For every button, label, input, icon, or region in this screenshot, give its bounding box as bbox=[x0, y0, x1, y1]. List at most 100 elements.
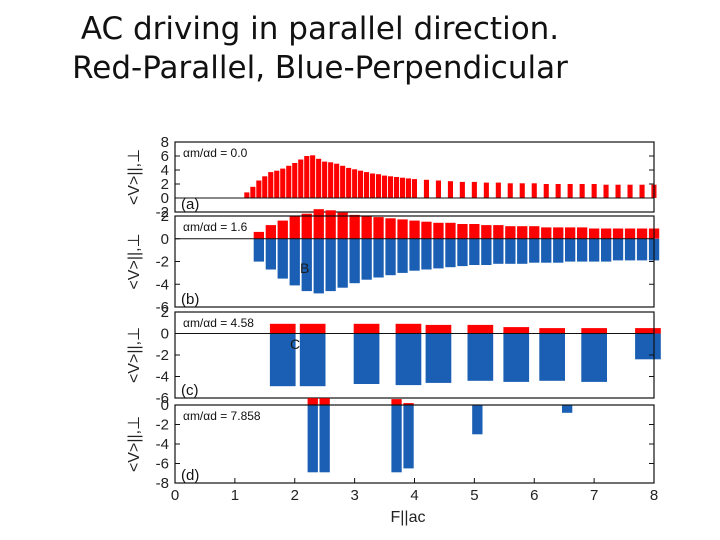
bar-parallel bbox=[400, 177, 406, 198]
bar-perpendicular bbox=[385, 238, 396, 276]
bar-parallel bbox=[325, 210, 336, 239]
bar-parallel bbox=[589, 228, 600, 239]
bar-parallel bbox=[579, 184, 585, 198]
y-tick-label: 0 bbox=[161, 231, 169, 248]
bar-parallel bbox=[280, 168, 286, 198]
bar-parallel bbox=[244, 192, 250, 198]
bar-parallel bbox=[517, 226, 528, 239]
bar-parallel bbox=[353, 323, 380, 334]
bar-perpendicular bbox=[541, 238, 552, 263]
bar-parallel bbox=[636, 228, 648, 239]
bar-perpendicular bbox=[373, 238, 384, 278]
y-tick-label: -2 bbox=[156, 347, 169, 364]
y-tick-label: 2 bbox=[161, 176, 169, 193]
alpha-ratio-label: αm/αd = 4.58 bbox=[183, 316, 254, 330]
bar-perpendicular bbox=[553, 238, 564, 263]
bar-parallel bbox=[421, 221, 432, 239]
y-tick-label: 2 bbox=[161, 304, 169, 321]
slide-title: AC driving in parallel direction. Red-Pa… bbox=[0, 10, 640, 88]
bar-parallel bbox=[601, 228, 612, 239]
bar-parallel bbox=[543, 184, 549, 198]
bar-perpendicular bbox=[307, 405, 318, 473]
bar-parallel bbox=[307, 398, 318, 405]
bar-perpendicular bbox=[349, 238, 360, 284]
y-tick-label: -6 bbox=[156, 456, 169, 473]
bar-parallel bbox=[615, 184, 621, 198]
y-tick-label: -2 bbox=[156, 417, 169, 434]
bar-parallel bbox=[635, 328, 661, 334]
bar-parallel bbox=[503, 327, 530, 334]
bar-parallel bbox=[376, 174, 382, 198]
bar-perpendicular bbox=[581, 333, 607, 382]
alpha-ratio-label: αm/αd = 1.6 bbox=[183, 220, 248, 234]
bar-perpendicular bbox=[539, 333, 565, 381]
region-label: C bbox=[290, 336, 300, 352]
bar-parallel bbox=[298, 159, 304, 198]
bar-parallel bbox=[250, 186, 256, 198]
x-tick-label: 2 bbox=[291, 487, 299, 504]
bar-perpendicular bbox=[301, 238, 312, 292]
y-axis-label: <V>||,⊥ bbox=[126, 233, 143, 289]
bar-parallel bbox=[467, 324, 494, 334]
bar-perpendicular bbox=[391, 405, 402, 473]
bar-parallel bbox=[388, 176, 394, 198]
bar-parallel bbox=[457, 224, 468, 239]
bar-perpendicular bbox=[635, 333, 661, 360]
bar-parallel bbox=[459, 181, 465, 198]
y-tick-label: 4 bbox=[161, 162, 169, 179]
bar-perpendicular bbox=[445, 238, 456, 268]
bar-perpendicular bbox=[472, 405, 483, 435]
bar-parallel bbox=[337, 212, 348, 239]
bar-parallel bbox=[612, 228, 624, 239]
bar-parallel bbox=[591, 184, 597, 198]
y-tick-label: 0 bbox=[161, 397, 169, 414]
bar-parallel bbox=[445, 222, 456, 239]
x-axis-label: F||ac bbox=[391, 509, 426, 526]
bar-parallel bbox=[395, 323, 422, 334]
x-tick-label: 1 bbox=[231, 487, 239, 504]
alpha-ratio-label: αm/αd = 0.0 bbox=[183, 146, 248, 160]
bar-perpendicular bbox=[589, 238, 600, 262]
bar-parallel bbox=[581, 328, 607, 334]
y-tick-label: 0 bbox=[161, 326, 169, 343]
bar-perpendicular bbox=[325, 238, 336, 292]
bar-parallel bbox=[269, 323, 296, 334]
bar-perpendicular bbox=[361, 238, 372, 280]
bar-perpendicular bbox=[289, 238, 300, 286]
bar-perpendicular bbox=[612, 238, 624, 261]
bar-parallel bbox=[639, 184, 645, 198]
bar-perpendicular bbox=[425, 333, 452, 383]
bar-parallel bbox=[435, 180, 441, 198]
panel-label: (a) bbox=[181, 196, 199, 213]
bar-perpendicular bbox=[562, 405, 573, 413]
slide-title-line2: Red-Parallel, Blue-Perpendicular bbox=[72, 50, 568, 86]
bar-parallel bbox=[262, 176, 268, 198]
panel-frame bbox=[174, 141, 655, 213]
bar-parallel bbox=[373, 217, 384, 239]
y-axis-label: <V>||,⊥ bbox=[126, 327, 143, 383]
bar-parallel bbox=[483, 182, 489, 198]
y-tick-label: -2 bbox=[156, 204, 169, 221]
x-tick-label: 7 bbox=[590, 487, 598, 504]
bar-parallel bbox=[265, 225, 276, 239]
bar-parallel bbox=[358, 170, 364, 198]
bar-parallel bbox=[627, 184, 633, 198]
bar-parallel bbox=[304, 156, 310, 198]
bar-parallel bbox=[299, 323, 326, 334]
bar-parallel bbox=[531, 183, 537, 198]
bar-perpendicular bbox=[601, 238, 612, 262]
bar-parallel bbox=[313, 209, 324, 239]
bar-parallel bbox=[364, 172, 370, 198]
bar-parallel bbox=[423, 179, 429, 198]
bar-parallel bbox=[277, 220, 288, 239]
bar-parallel bbox=[505, 226, 516, 239]
bar-parallel bbox=[555, 184, 561, 198]
bar-parallel bbox=[553, 227, 564, 239]
bar-parallel bbox=[349, 214, 360, 239]
x-tick-label: 3 bbox=[350, 487, 358, 504]
bar-parallel bbox=[256, 180, 262, 198]
y-tick-label: -6 bbox=[156, 390, 169, 407]
bar-parallel bbox=[529, 226, 540, 239]
bar-parallel bbox=[334, 163, 340, 198]
y-tick-label: 8 bbox=[161, 134, 169, 151]
